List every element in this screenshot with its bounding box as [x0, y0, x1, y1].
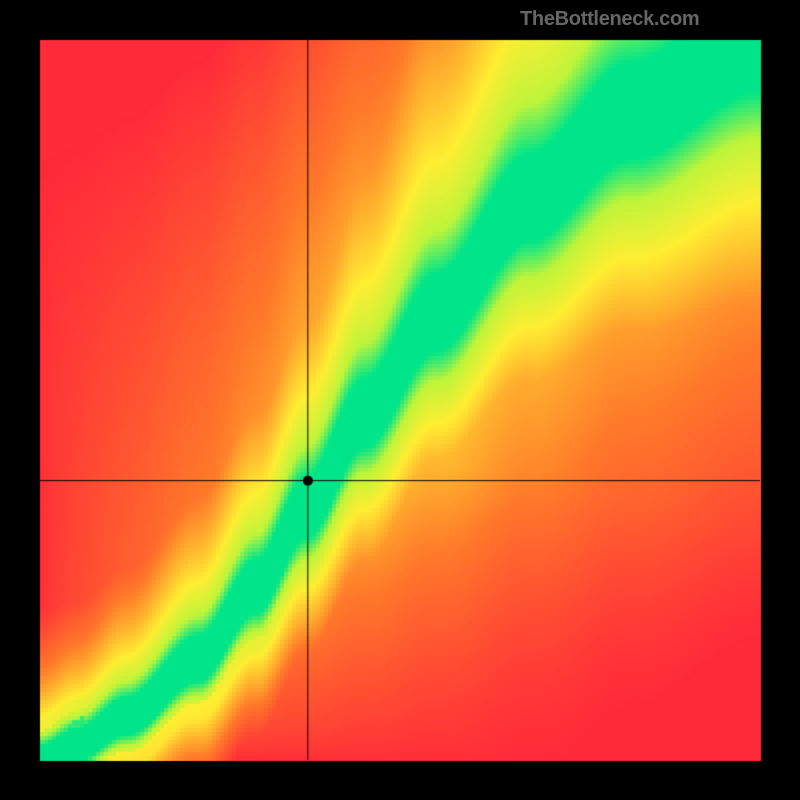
watermark-text: TheBottleneck.com — [520, 8, 699, 31]
bottleneck-heatmap — [0, 0, 800, 800]
chart-container — [0, 0, 800, 800]
